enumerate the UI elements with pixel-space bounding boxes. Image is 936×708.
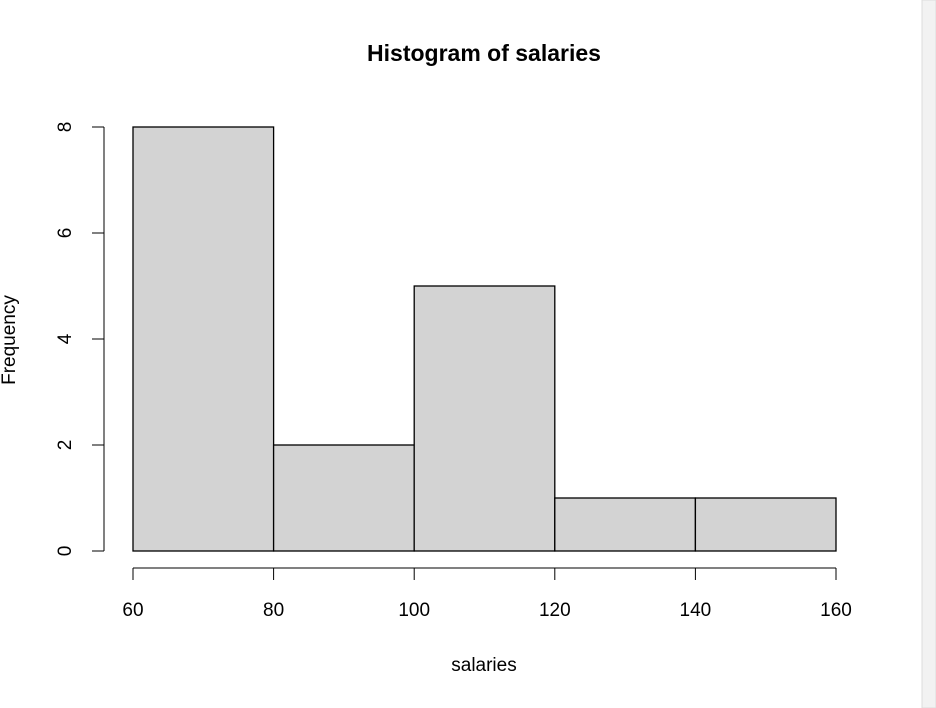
y-tick-label: 4 bbox=[55, 333, 76, 344]
y-tick-label: 6 bbox=[55, 228, 76, 239]
bar bbox=[272, 444, 415, 552]
scrollbar bbox=[921, 0, 936, 708]
chart-title: Histogram of salaries bbox=[367, 40, 601, 66]
bar bbox=[694, 497, 837, 552]
y-tick-label: 2 bbox=[55, 440, 76, 451]
bar bbox=[554, 497, 697, 552]
x-tick-label: 140 bbox=[680, 600, 712, 621]
x-tick-label: 160 bbox=[820, 600, 852, 621]
y-axis-label: Frequency bbox=[0, 295, 20, 385]
y-tick-label: 8 bbox=[55, 122, 76, 133]
bar bbox=[132, 126, 275, 552]
y-tick-label: 0 bbox=[55, 546, 76, 557]
bar bbox=[413, 285, 556, 552]
x-axis-label: salaries bbox=[451, 655, 516, 676]
x-tick-label: 100 bbox=[398, 600, 430, 621]
x-tick-label: 120 bbox=[539, 600, 571, 621]
x-tick-label: 80 bbox=[263, 600, 284, 621]
x-tick-label: 60 bbox=[122, 600, 143, 621]
